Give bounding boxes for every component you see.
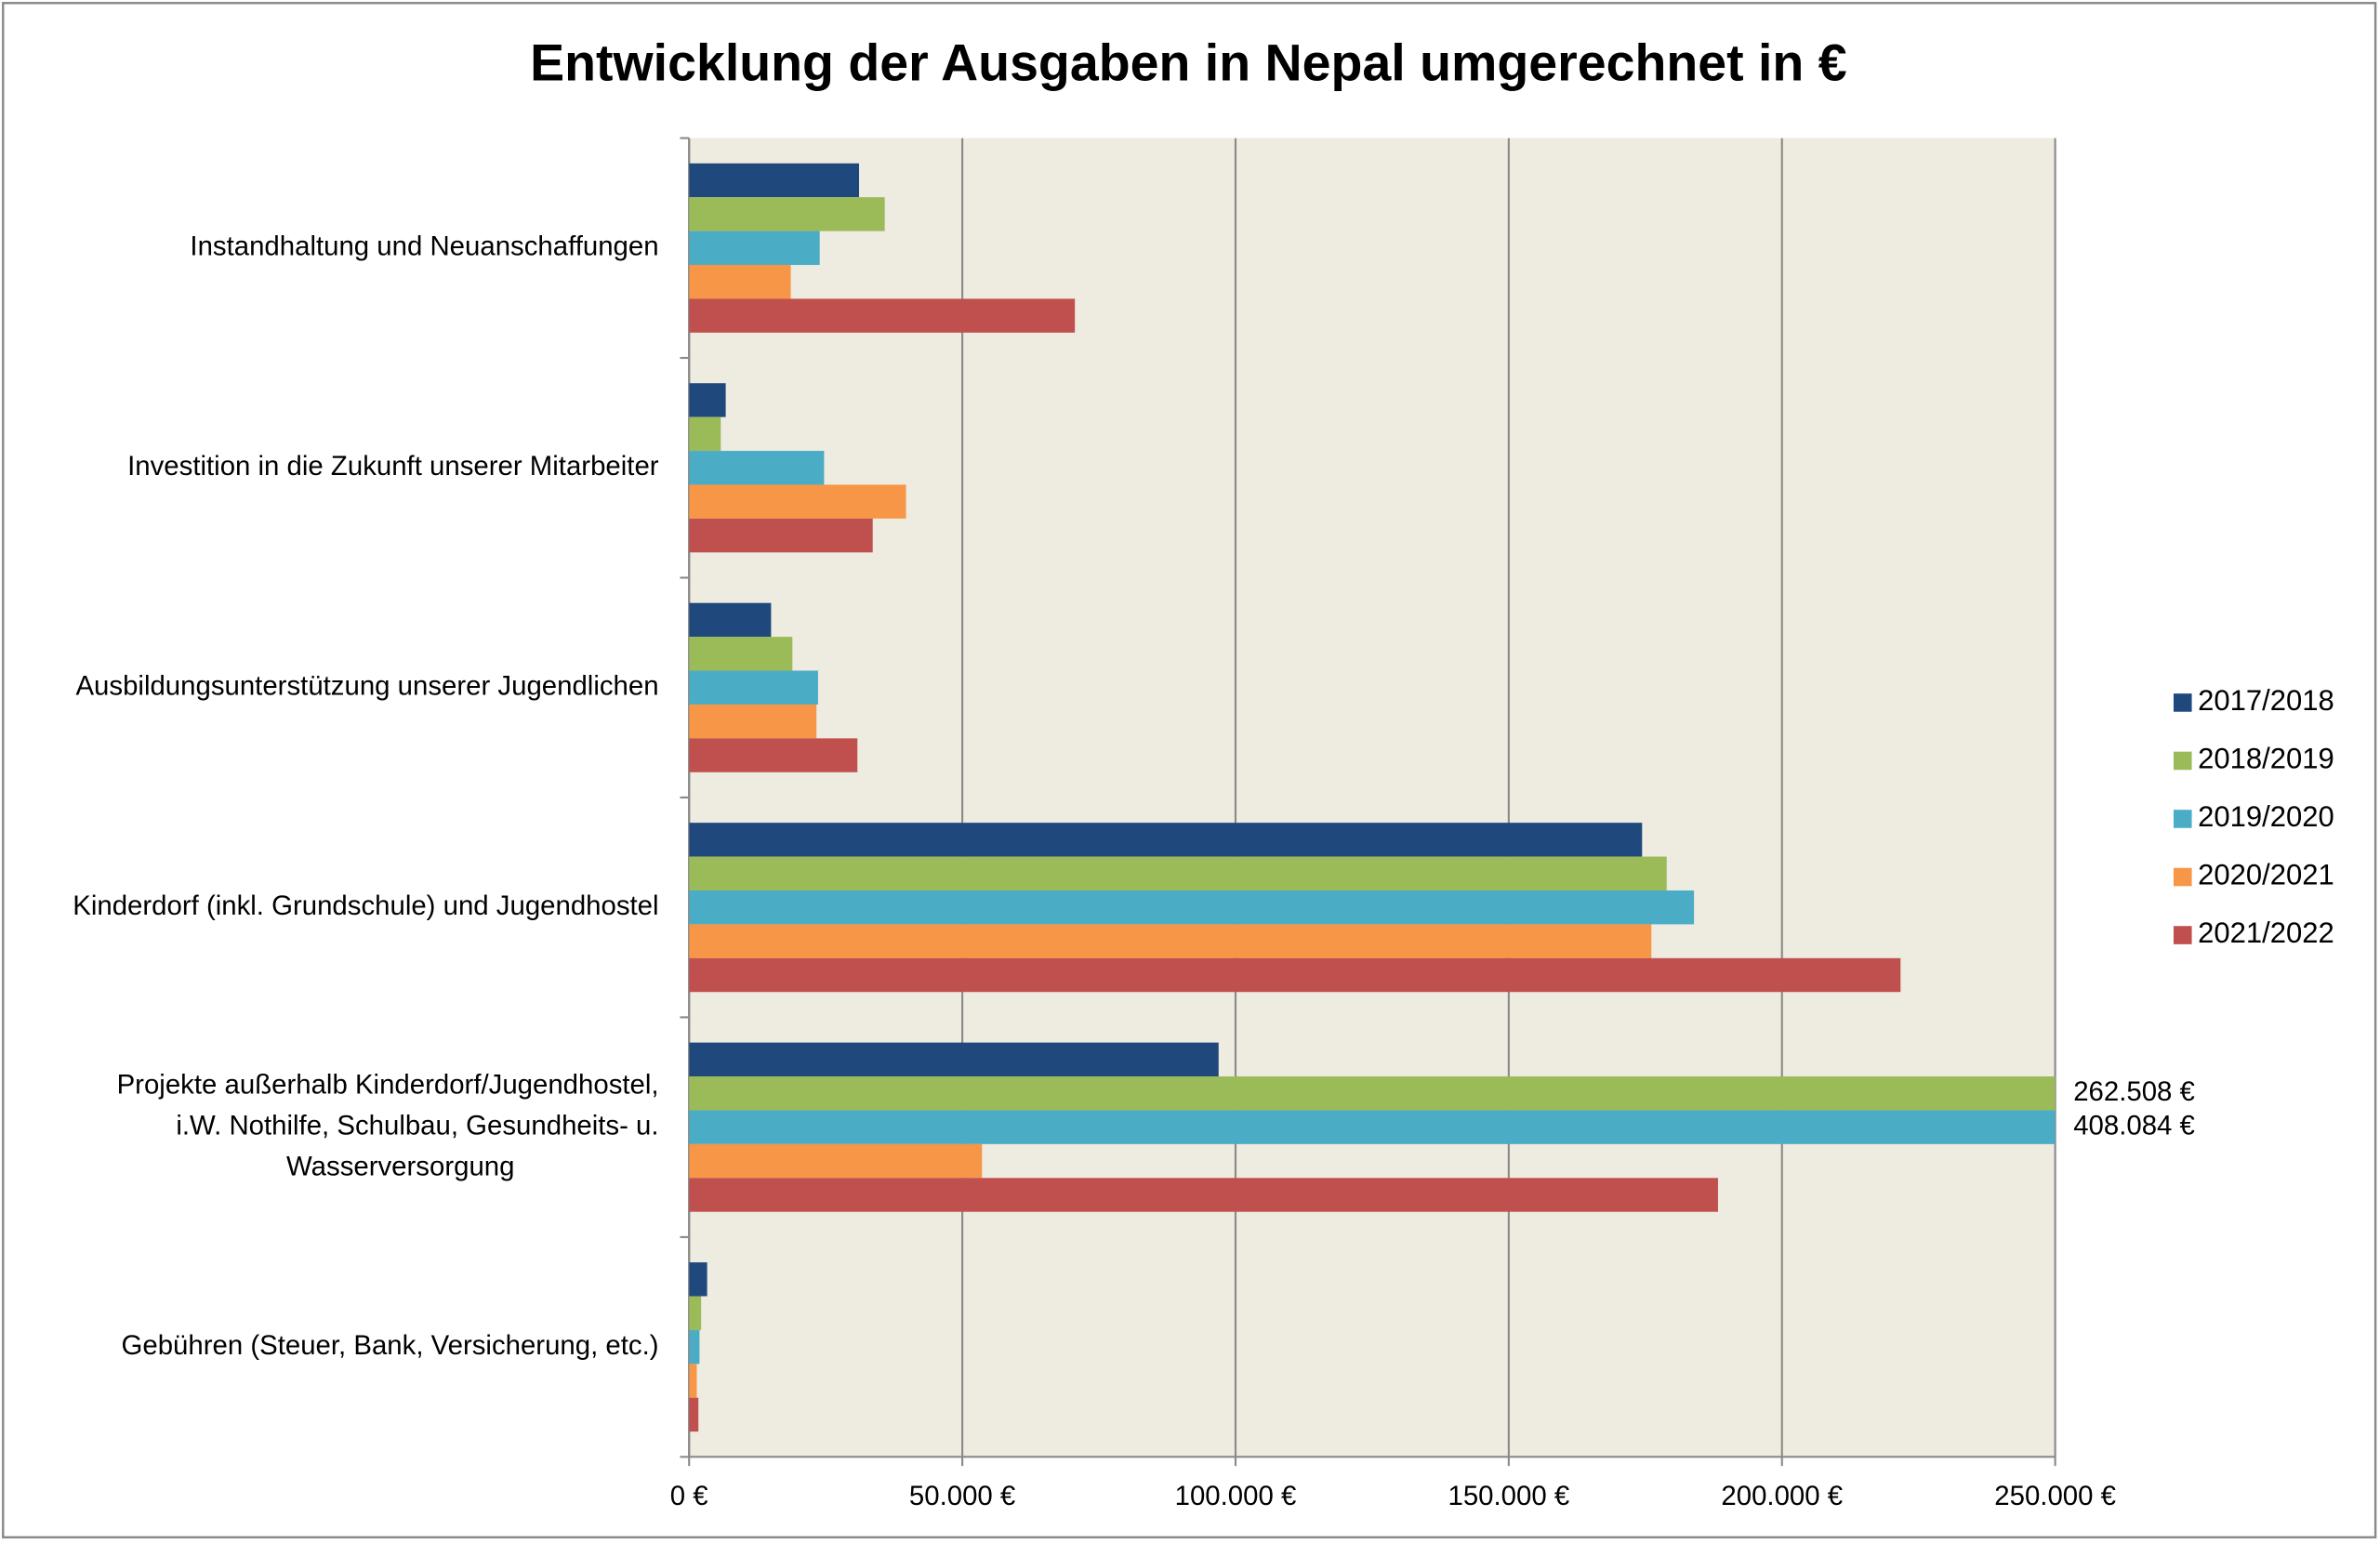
y-tick-label: Ausbildungsunterstützung unserer Jugendl…: [75, 670, 658, 701]
data-label: 408.084 €: [2073, 1110, 2195, 1141]
x-tick-label: 200.000 €: [1721, 1481, 1843, 1511]
bar: [689, 1296, 702, 1330]
bar: [689, 856, 1667, 890]
legend-label: 2018/2019: [2198, 743, 2334, 775]
bar: [689, 704, 817, 739]
bar: [689, 738, 858, 772]
bar: [689, 1076, 2056, 1111]
x-tick-label: 250.000 €: [1994, 1481, 2116, 1511]
legend-swatch: [2173, 810, 2192, 828]
data-label: 262.508 €: [2073, 1076, 2195, 1107]
bar: [689, 298, 1076, 333]
legend-label: 2020/2021: [2198, 859, 2334, 891]
chart-title: Entwicklung der Ausgaben in Nepal umgere…: [530, 33, 1847, 91]
bar: [689, 451, 825, 485]
bar: [689, 1397, 699, 1432]
legend-swatch: [2173, 867, 2192, 887]
legend-swatch: [2173, 926, 2192, 944]
bar: [689, 197, 885, 231]
x-tick-label: 150.000 €: [1448, 1481, 1570, 1511]
bar: [689, 637, 793, 671]
legend-label: 2017/2018: [2198, 684, 2334, 717]
bars: [689, 163, 2056, 1432]
y-tick-label: Kinderdorf (inkl. Grundschule) und Jugen…: [73, 890, 658, 921]
bar: [689, 1042, 1219, 1077]
bar: [689, 670, 818, 705]
bar: [689, 890, 1695, 925]
bar: [689, 416, 721, 452]
bar: [689, 383, 726, 417]
bar: [689, 957, 1901, 993]
bar: [689, 231, 820, 266]
bar: [689, 924, 1652, 958]
bar: [689, 163, 860, 198]
y-tick-label: Instandhaltung und Neuanschaffungen: [190, 231, 658, 262]
y-tick-label: Investition in die Zukunft unserer Mitar…: [127, 451, 659, 481]
legend-label: 2021/2022: [2198, 917, 2334, 949]
bar: [689, 1110, 2056, 1144]
legend-swatch: [2173, 693, 2192, 712]
bar: [689, 823, 1643, 857]
bar: [689, 518, 873, 553]
bar: [689, 1178, 1718, 1212]
bar: [689, 265, 791, 299]
x-tick-label: 0 €: [670, 1481, 708, 1511]
legend-label: 2019/2020: [2198, 800, 2334, 833]
bar: [689, 602, 772, 638]
bar: [689, 1262, 707, 1297]
x-tick-label: 50.000 €: [909, 1481, 1015, 1511]
y-tick-label: Gebühren (Steuer, Bank, Versicherung, et…: [122, 1330, 659, 1361]
y-tick-label: Projekte außerhalb Kinderdorf/Jugendhost…: [117, 1069, 659, 1181]
bar: [689, 1143, 983, 1179]
bar: [689, 484, 906, 519]
plot-area: [689, 138, 2056, 1457]
bar: [689, 1329, 700, 1365]
x-tick-label: 100.000 €: [1175, 1481, 1297, 1511]
legend-swatch: [2173, 751, 2192, 771]
bar: [689, 1364, 697, 1398]
